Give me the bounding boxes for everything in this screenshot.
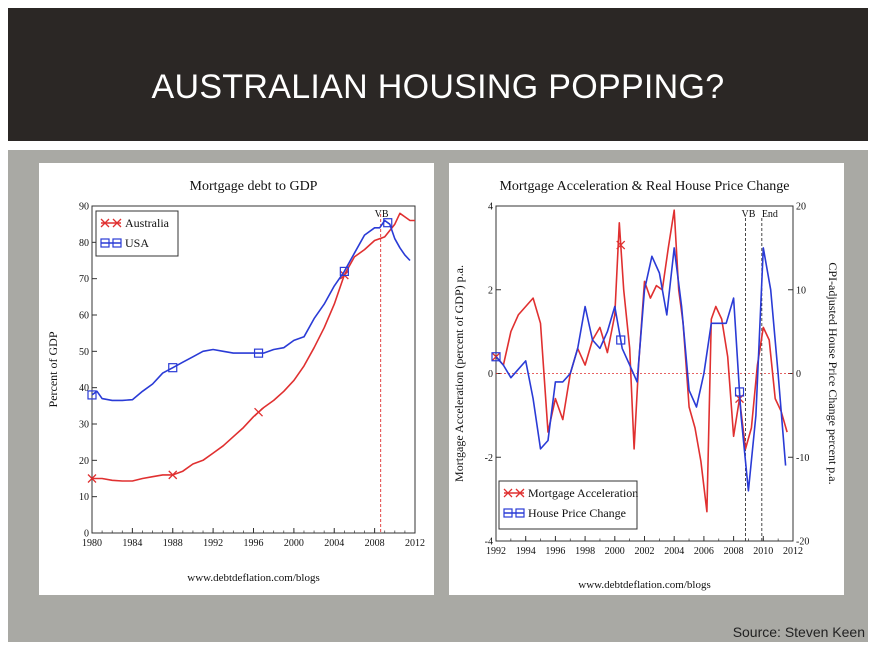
- legend-marker: [503, 508, 513, 518]
- x-tick-label-1984: 1984: [122, 538, 142, 549]
- series-marker: [616, 335, 626, 345]
- series-marker: [339, 266, 349, 277]
- chart-panel-right: Mortgage Acceleration & Real House Price…: [449, 163, 844, 595]
- chart-mortgage-acceleration: Mortgage Acceleration & Real House Price…: [452, 179, 840, 591]
- x-tick-label-1998: 1998: [575, 546, 595, 557]
- y-tick-label-0: 0: [488, 369, 493, 380]
- annotation-label-vb: VB: [741, 209, 755, 220]
- x-tick-label-1992: 1992: [486, 546, 506, 557]
- chart-title: Mortgage debt to GDP: [190, 179, 318, 194]
- series-marker: [734, 387, 745, 397]
- x-tick-label-1994: 1994: [516, 546, 536, 557]
- legend-label-house-price-change: House Price Change: [528, 506, 626, 520]
- x-tick-label-2000: 2000: [605, 546, 625, 557]
- y-tick-label-10: 10: [79, 492, 89, 503]
- chart-panel-left: Mortgage debt to GDP 1980 1984 1988 1992 1996…: [39, 163, 434, 595]
- y-tick-label-30: 30: [79, 420, 89, 431]
- series-marker: [491, 352, 501, 362]
- y-tick-label-4: 4: [488, 202, 493, 213]
- y2-tick-label-10: 10: [796, 285, 806, 296]
- source-credit: Source: Steven Keen: [732, 624, 865, 640]
- y-tick-label-40: 40: [79, 383, 89, 394]
- annotation-label-end: End: [762, 209, 778, 220]
- chart-footer: www.debtdeflation.com/blogs: [578, 579, 710, 591]
- slide-title: AUSTRALIAN HOUSING POPPING?: [151, 68, 725, 106]
- y-tick-label-70: 70: [79, 274, 89, 285]
- x-tick-label-1980: 1980: [82, 538, 102, 549]
- legend-marker: [112, 218, 122, 228]
- legend-marker: [515, 488, 525, 498]
- series-marker: [87, 474, 97, 483]
- y-tick-label-50: 50: [79, 347, 89, 358]
- y2-tick-label--20: -20: [796, 537, 809, 548]
- series-marker: [168, 470, 178, 480]
- x-tick-label-2004: 2004: [664, 546, 684, 557]
- legend-label-australia: Australia: [125, 216, 170, 230]
- series-line-usa: [91, 219, 411, 402]
- y-tick-label-80: 80: [79, 238, 89, 249]
- y2-tick-label-20: 20: [796, 202, 806, 213]
- x-tick-label-2012: 2012: [405, 538, 425, 549]
- x-tick-label-2006: 2006: [694, 546, 714, 557]
- chart-title: Mortgage Acceleration & Real House Price…: [499, 179, 789, 194]
- series-line-australia: [92, 212, 415, 482]
- x-tick-label-2010: 2010: [753, 546, 773, 557]
- x-tick-label-2004: 2004: [324, 538, 344, 549]
- legend-marker: [112, 238, 122, 248]
- y-tick-label-0: 0: [84, 529, 89, 540]
- y-tick-label--4: -4: [485, 537, 493, 548]
- legend-box: [498, 480, 638, 530]
- series-marker: [383, 218, 393, 228]
- x-tick-label-1996: 1996: [244, 538, 264, 549]
- legend-marker: [515, 508, 525, 518]
- x-tick-label-2008: 2008: [365, 538, 385, 549]
- y2-tick-label-0: 0: [796, 369, 801, 380]
- series-marker: [253, 348, 264, 358]
- y-tick-label--2: -2: [485, 453, 493, 464]
- y-tick-label-60: 60: [79, 311, 89, 322]
- y2-tick-label--10: -10: [796, 453, 809, 464]
- y-tick-label-20: 20: [79, 456, 89, 467]
- x-tick-label-2000: 2000: [284, 538, 304, 549]
- series-marker: [168, 363, 178, 373]
- x-tick-label-1988: 1988: [163, 538, 183, 549]
- x-tick-label-1996: 1996: [545, 546, 565, 557]
- x-tick-label-2012: 2012: [783, 546, 803, 557]
- y-tick-label-90: 90: [79, 202, 89, 213]
- chart-mortgage-debt: Mortgage debt to GDP 1980 1984 1988 1992 1996…: [46, 179, 425, 584]
- y-axis-label: Mortgage Acceleration (percent of GDP) p…: [452, 265, 466, 482]
- legend-marker: [100, 218, 110, 228]
- title-bar: AUSTRALIAN HOUSING POPPING?: [8, 8, 868, 141]
- x-tick-label-2002: 2002: [635, 546, 655, 557]
- series-marker: [254, 407, 264, 417]
- annotation-label-vb: VB: [375, 209, 389, 220]
- chart-footer: www.debtdeflation.com/blogs: [187, 572, 319, 584]
- legend-marker: [503, 488, 513, 498]
- y2-axis-label: CPI-adjusted House Price Change percent …: [826, 262, 840, 484]
- x-tick-label-1992: 1992: [203, 538, 223, 549]
- y-tick-label-2: 2: [488, 285, 493, 296]
- legend-box: [95, 210, 179, 257]
- x-tick-label-2008: 2008: [724, 546, 744, 557]
- series-line-mortgage-acceleration: [495, 209, 788, 513]
- legend-label-usa: USA: [125, 236, 149, 250]
- legend-label-mortgage-acceleration: Mortgage Acceleration: [528, 486, 638, 500]
- y-axis-label: Percent of GDP: [46, 331, 60, 407]
- legend-marker: [100, 238, 110, 248]
- series-marker: [616, 240, 626, 250]
- series-marker: [87, 390, 97, 400]
- series-line-house-price-change: [495, 247, 787, 492]
